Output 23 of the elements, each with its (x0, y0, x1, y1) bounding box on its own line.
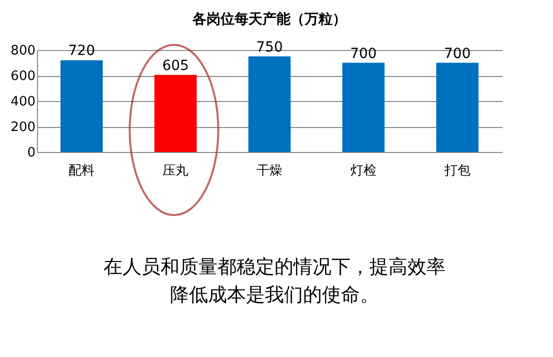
data-label: 700 (350, 46, 377, 62)
chart-title: 各岗位每天产能（万粒） (192, 10, 346, 28)
y-tick-label: 0 (27, 146, 36, 160)
y-tick-label: 200 (10, 120, 36, 135)
x-tick-label: 配料 (68, 164, 95, 178)
x-tick-label: 压丸 (162, 164, 189, 178)
bar (248, 56, 291, 152)
x-tick-label: 干燥 (256, 164, 282, 178)
text: 降低成本是我们的使命。 (170, 284, 379, 306)
bar (342, 62, 385, 152)
bar (154, 74, 197, 152)
y-tick-label: 400 (10, 94, 36, 110)
y-tick-label: 800 (10, 44, 36, 58)
text: 在人员和质量都稳定的情况下，提高效率 (104, 256, 446, 278)
y-tick-label: 600 (10, 69, 36, 84)
data-label: 720 (68, 43, 95, 60)
data-label: 750 (256, 39, 283, 56)
x-tick-label: 灯检 (350, 164, 376, 178)
bar (436, 62, 479, 152)
data-label: 700 (444, 46, 471, 62)
x-tick-label: 打包 (443, 164, 470, 178)
data-label: 605 (162, 58, 189, 74)
bar (60, 60, 103, 152)
